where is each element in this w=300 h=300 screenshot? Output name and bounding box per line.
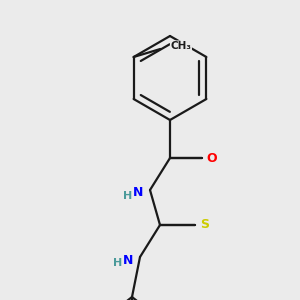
Text: CH₃: CH₃	[170, 41, 191, 51]
Text: H: H	[113, 258, 123, 268]
Text: N: N	[123, 254, 133, 266]
Text: O: O	[207, 152, 217, 164]
Text: H: H	[123, 191, 133, 201]
Text: S: S	[200, 218, 209, 232]
Text: N: N	[133, 187, 143, 200]
